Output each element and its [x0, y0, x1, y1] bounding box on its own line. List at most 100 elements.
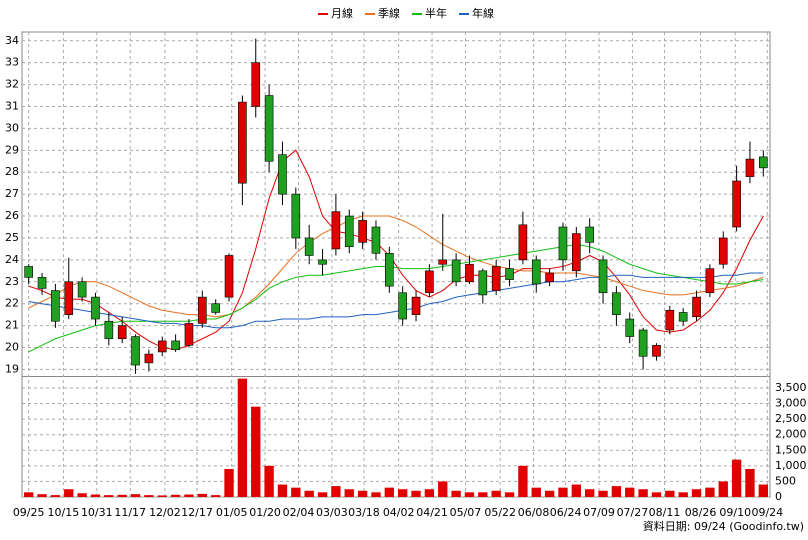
volume-tick-label: 500 [775, 474, 796, 487]
volume-bar [758, 484, 768, 497]
volume-bar [344, 489, 354, 497]
y-tick-label: 33 [5, 56, 19, 69]
volume-bar [237, 378, 248, 497]
volume-bar [184, 494, 194, 497]
volume-bar [718, 481, 728, 497]
volume-tick-label: 1,500 [775, 443, 807, 456]
y-tick-label: 34 [5, 34, 19, 47]
volume-bar [411, 490, 421, 497]
y-tick-label: 21 [5, 319, 19, 332]
x-tick-label: 07/09 [583, 506, 615, 519]
candle-body [131, 336, 140, 366]
volume-bar [291, 487, 301, 497]
candle-body [438, 259, 448, 265]
candle-body [545, 272, 554, 283]
x-tick-label: 08/11 [649, 506, 681, 519]
volume-bar [558, 487, 568, 497]
volume-bar [504, 492, 515, 497]
candle-body [64, 281, 74, 315]
legend-label: 年線 [472, 6, 494, 20]
volume-bar [264, 465, 274, 497]
volume-bar [104, 495, 114, 497]
candle-body [638, 329, 648, 357]
candle-body [652, 345, 661, 357]
x-tick-label: 10/15 [48, 506, 80, 519]
volume-bar [518, 465, 528, 497]
candle-body [37, 277, 47, 289]
candle-body [518, 224, 528, 261]
y-tick-label: 32 [5, 78, 19, 91]
volume-bar [651, 492, 662, 497]
volume-bar [598, 490, 608, 497]
candle-body [184, 323, 194, 346]
volume-tick-label: 3,000 [775, 397, 807, 410]
ma-line [28, 215, 764, 318]
candle-body [291, 193, 301, 239]
y-tick-label: 31 [5, 99, 19, 112]
x-tick-label: 06/24 [550, 506, 582, 519]
candle-body [465, 263, 474, 283]
x-tick-label: 05/22 [484, 506, 516, 519]
candle-body [77, 281, 87, 298]
candle-body [251, 62, 261, 107]
volume-bar [144, 495, 154, 497]
candle-body [558, 226, 568, 261]
x-tick-label: 03/03 [316, 506, 348, 519]
x-tick-label: 07/27 [617, 506, 649, 519]
candle-body [211, 303, 220, 313]
x-tick-label: 09/25 [13, 506, 45, 519]
volume-bar [705, 487, 715, 497]
volume-bar [24, 492, 34, 497]
candle-body [705, 268, 715, 294]
candle-body [678, 312, 688, 322]
candle-body [224, 255, 234, 298]
volume-tick-label: 2,000 [775, 428, 807, 441]
volume-bar [438, 481, 448, 497]
volume-bar [251, 406, 261, 497]
ma-line [28, 244, 764, 353]
candle-body [198, 296, 207, 324]
volume-bar [478, 492, 488, 497]
candle-body [278, 154, 287, 195]
volume-bar [691, 489, 702, 497]
candle-body [264, 95, 274, 162]
y-tick-label: 24 [5, 253, 19, 266]
volume-bar [585, 489, 595, 497]
volume-bar [357, 490, 368, 497]
x-tick-label: 06/08 [518, 506, 550, 519]
volume-bar [37, 494, 47, 497]
candle-body [398, 292, 407, 320]
volume-bar [611, 486, 622, 497]
y-tick-label: 22 [5, 297, 19, 310]
candle-body [358, 220, 367, 243]
x-tick-label: 12/17 [181, 506, 213, 519]
candle-body [598, 259, 608, 294]
y-tick-label: 26 [5, 209, 19, 222]
volume-bar [531, 487, 541, 497]
candle-body [732, 180, 741, 228]
ma-line [28, 149, 764, 351]
legend-label: 季線 [378, 6, 400, 20]
volume-bar [638, 489, 648, 497]
candle-body [24, 266, 33, 278]
x-tick-label: 01/20 [249, 506, 281, 519]
volume-bar [571, 484, 581, 497]
candle-body [759, 156, 768, 169]
volume-bar [464, 492, 475, 497]
x-tick-label: 12/02 [149, 506, 181, 519]
volume-bar [130, 494, 141, 497]
volume-bar [665, 490, 675, 497]
footer: 資料日期: 09/24 (Goodinfo.tw) [643, 519, 804, 533]
ma-line [28, 272, 764, 329]
candle-body [531, 259, 541, 285]
volume-bar [745, 468, 755, 497]
x-tick-label: 01/05 [216, 506, 248, 519]
volume-bar [371, 492, 381, 497]
candle-body [144, 353, 154, 364]
y-tick-label: 28 [5, 165, 19, 178]
x-tick-label: 09/24 [751, 506, 783, 519]
y-tick-label: 30 [5, 121, 19, 134]
x-tick-label: 03/18 [348, 506, 380, 519]
y-tick-label: 25 [5, 231, 19, 244]
